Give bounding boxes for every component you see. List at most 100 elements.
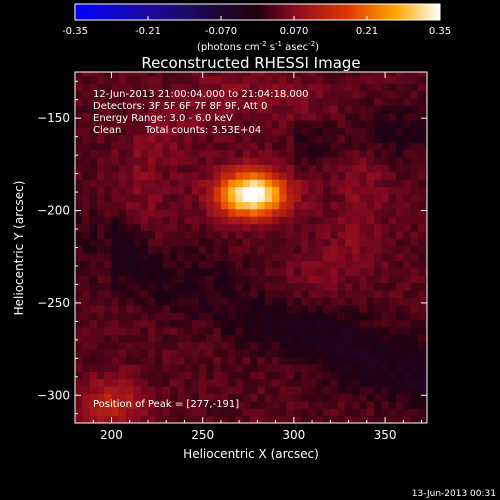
heatmap-cell — [118, 186, 127, 195]
heatmap-cell — [177, 105, 186, 114]
heatmap-cell — [75, 171, 83, 180]
heatmap-cell — [352, 149, 361, 158]
heatmap-cell — [228, 245, 237, 254]
heatmap-cell — [75, 408, 83, 417]
heatmap-cell — [82, 245, 91, 254]
heatmap-cell — [126, 386, 134, 395]
heatmap-cell — [381, 216, 390, 225]
heatmap-cell — [162, 245, 171, 254]
heatmap-cell — [337, 105, 346, 114]
heatmap-cell — [315, 83, 324, 92]
heatmap-cell — [199, 400, 207, 409]
heatmap-cell — [89, 297, 98, 306]
heatmap-cell — [425, 341, 427, 350]
heatmap-cell — [133, 408, 142, 417]
heatmap-cell — [191, 312, 200, 321]
heatmap-cell — [293, 171, 302, 180]
heatmap-cell — [279, 356, 288, 365]
heatmap-cell — [155, 72, 164, 77]
heatmap-cell — [213, 216, 222, 225]
heatmap-cell — [352, 408, 361, 417]
heatmap-cell — [96, 245, 105, 254]
heatmap-cell — [220, 223, 229, 232]
heatmap-cell — [257, 134, 266, 143]
heatmap-cell — [352, 72, 361, 77]
heatmap-cell — [191, 112, 200, 121]
heatmap-cell — [271, 75, 280, 84]
heatmap-cell — [147, 83, 156, 92]
heatmap-cell — [381, 267, 390, 276]
heatmap-cell — [82, 297, 91, 306]
heatmap-cell — [250, 223, 258, 232]
heatmap-cell — [213, 408, 222, 417]
heatmap-cell — [199, 230, 207, 239]
heatmap-cell — [206, 120, 215, 129]
heatmap-cell — [374, 349, 383, 358]
heatmap-cell — [213, 378, 222, 387]
heatmap-cell — [293, 238, 302, 247]
heatmap-cell — [162, 127, 171, 136]
heatmap-cell — [410, 267, 419, 276]
heatmap-cell — [155, 319, 164, 328]
heatmap-cell — [140, 149, 149, 158]
heatmap-cell — [235, 400, 244, 409]
heatmap-cell — [323, 156, 331, 165]
heatmap-cell — [126, 356, 134, 365]
heatmap-cell — [242, 90, 251, 99]
heatmap-cell — [359, 186, 368, 195]
heatmap-cell — [271, 289, 280, 298]
heatmap-cell — [293, 156, 302, 165]
heatmap-cell — [359, 371, 368, 380]
heatmap-cell — [395, 223, 404, 232]
heatmap-cell — [425, 105, 427, 114]
heatmap-cell — [417, 267, 426, 276]
heatmap-cell — [425, 179, 427, 188]
heatmap-cell — [191, 186, 200, 195]
heatmap-cell — [133, 341, 142, 350]
heatmap-cell — [155, 245, 164, 254]
heatmap-cell — [96, 386, 105, 395]
heatmap-cell — [323, 326, 331, 335]
heatmap-cell — [250, 90, 258, 99]
heatmap-cell — [388, 289, 397, 298]
heatmap-cell — [184, 319, 193, 328]
heatmap-cell — [352, 134, 361, 143]
heatmap-cell — [279, 75, 288, 84]
heatmap-cell — [191, 253, 200, 262]
heatmap-cell — [118, 193, 127, 202]
heatmap-cell — [82, 289, 91, 298]
heatmap-cell — [403, 371, 412, 380]
heatmap-cell — [199, 223, 207, 232]
heatmap-cell — [199, 97, 207, 106]
heatmap-cell — [220, 97, 229, 106]
heatmap-cell — [279, 408, 288, 417]
heatmap-cell — [286, 193, 295, 202]
heatmap-cell — [96, 120, 105, 129]
heatmap-cell — [140, 134, 149, 143]
heatmap-cell — [228, 216, 237, 225]
heatmap-cell — [82, 134, 91, 143]
axes: 200 250 300 350−150−200−250−300 — [37, 72, 427, 442]
heatmap-cell — [104, 363, 113, 372]
heatmap-cell — [140, 164, 149, 173]
heatmap-cell — [250, 149, 258, 158]
heatmap-cell — [82, 304, 91, 313]
heatmap-cell — [374, 408, 383, 417]
heatmap-cell — [133, 304, 142, 313]
heatmap-cell — [395, 90, 404, 99]
heatmap-cell — [133, 363, 142, 372]
heatmap-cell — [344, 326, 353, 335]
heatmap-cell — [403, 260, 412, 269]
heatmap-cell — [220, 275, 229, 284]
heatmap-cell — [388, 186, 397, 195]
heatmap-cell — [191, 282, 200, 291]
heatmap-cell — [315, 201, 324, 210]
heatmap-cell — [315, 400, 324, 409]
heatmap-cell — [206, 386, 215, 395]
heatmap-cell — [279, 260, 288, 269]
heatmap-cell — [147, 97, 156, 106]
heatmap-cell — [301, 356, 310, 365]
heatmap-cell — [264, 304, 273, 313]
heatmap-cell — [82, 156, 91, 165]
heatmap-cell — [388, 238, 397, 247]
